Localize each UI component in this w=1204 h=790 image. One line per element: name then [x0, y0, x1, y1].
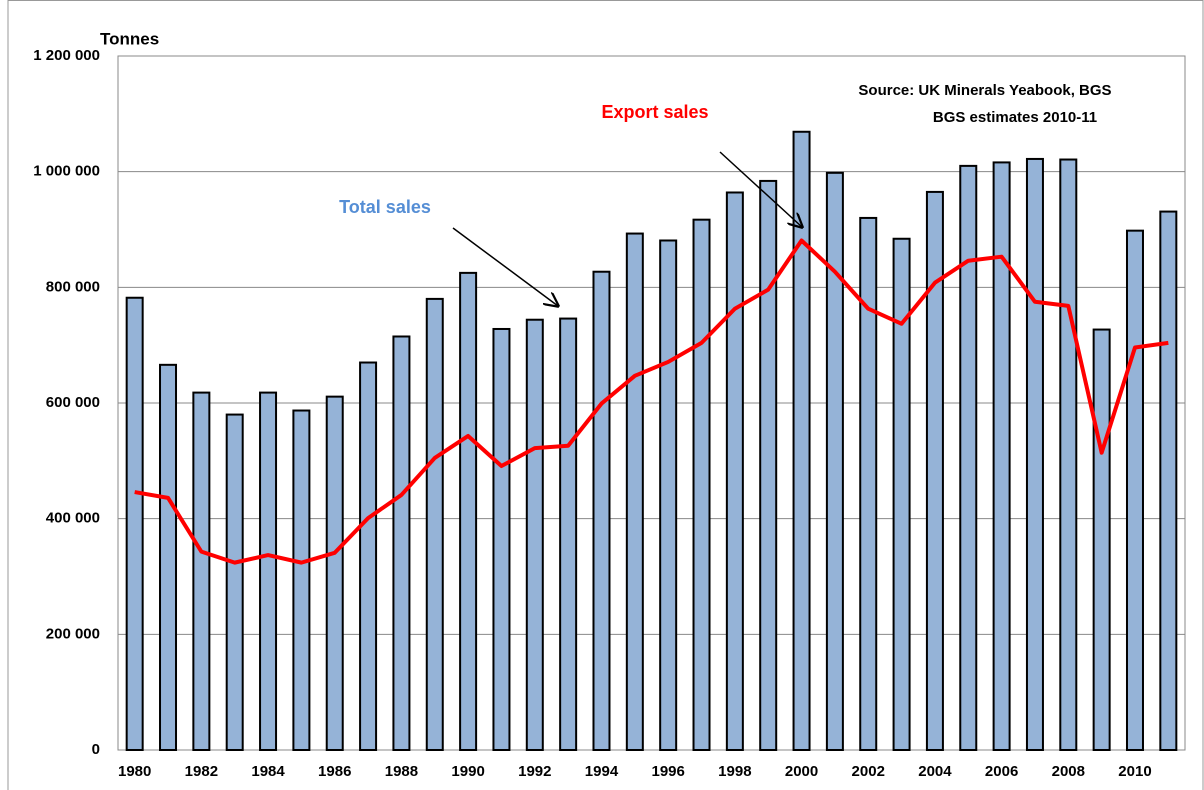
bar	[459, 271, 478, 751]
x-tick-label: 1982	[185, 763, 218, 780]
bar	[792, 130, 811, 752]
bar	[659, 239, 678, 751]
x-tick-label: 1996	[651, 763, 684, 780]
bar	[925, 190, 944, 752]
bar	[192, 391, 211, 751]
x-tick-label: 1984	[251, 763, 285, 780]
bar	[392, 335, 411, 751]
bar	[225, 413, 244, 751]
line	[134, 238, 1169, 565]
bar	[592, 270, 611, 751]
x-tick-label: 1986	[318, 763, 351, 780]
y-tick-label: 600 000	[46, 394, 100, 411]
bar	[1092, 328, 1111, 751]
bar	[1025, 157, 1044, 751]
arrow	[719, 151, 802, 227]
y-tick-label: 1 200 000	[33, 47, 100, 64]
annotation: Export sales	[601, 102, 708, 122]
bar	[859, 216, 878, 751]
source-note: Source: UK Minerals Yeabook, BGS	[858, 82, 1111, 99]
x-tick-label: 2006	[985, 763, 1018, 780]
bar	[625, 232, 644, 751]
bar	[892, 237, 911, 751]
y-tick-label: 1 000 000	[33, 163, 100, 180]
bar	[1159, 210, 1178, 752]
x-tick-label: 1980	[118, 763, 151, 780]
bar	[359, 361, 378, 751]
x-tick-label: 1990	[451, 763, 484, 780]
bar	[559, 317, 578, 751]
plot-area	[117, 55, 1186, 751]
x-tick-label: 1992	[518, 763, 551, 780]
x-tick-label: 2008	[1052, 763, 1085, 780]
x-tick-label: 2004	[918, 763, 952, 780]
bar	[259, 391, 278, 751]
source-note: BGS estimates 2010-11	[933, 109, 1097, 126]
bar	[1125, 229, 1144, 751]
annotation: Total sales	[339, 197, 431, 217]
bar	[525, 318, 544, 751]
bar	[692, 218, 711, 751]
x-tick-label: 2010	[1118, 763, 1151, 780]
y-tick-label: 200 000	[46, 625, 100, 642]
bar	[125, 296, 144, 751]
chart-frame	[7, 0, 1204, 790]
y-tick-label: 400 000	[46, 510, 100, 527]
y-axis-label: Tonnes	[100, 29, 159, 48]
bar	[725, 191, 744, 751]
bar	[159, 363, 178, 751]
bar	[959, 164, 978, 751]
x-tick-label: 2002	[852, 763, 885, 780]
y-tick-label: 800 000	[46, 278, 100, 295]
bar	[825, 171, 844, 752]
x-tick-label: 1994	[585, 763, 619, 780]
x-tick-label: 2000	[785, 763, 818, 780]
bar	[492, 327, 511, 751]
bar	[759, 179, 778, 752]
bar	[425, 297, 444, 751]
y-tick-label: 0	[92, 741, 100, 758]
bar	[1059, 158, 1078, 751]
bar	[292, 409, 311, 751]
bar	[992, 161, 1011, 751]
arrow	[452, 227, 558, 306]
bar	[325, 395, 344, 751]
plot	[117, 55, 1186, 752]
x-tick-label: 1988	[385, 763, 418, 780]
x-tick-label: 1998	[718, 763, 751, 780]
